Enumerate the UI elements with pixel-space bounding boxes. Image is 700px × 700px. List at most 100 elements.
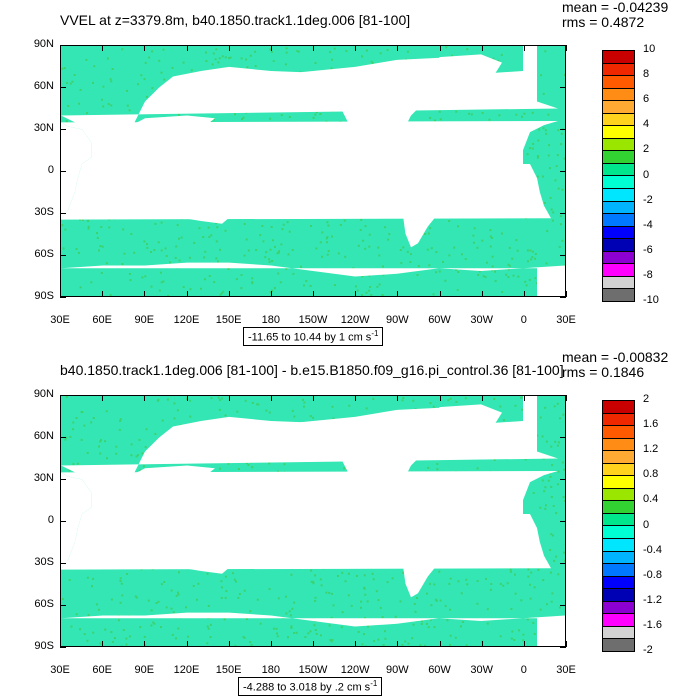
land-mask	[61, 122, 92, 220]
lon-tick	[144, 291, 146, 297]
colorbar-swatch	[602, 488, 635, 502]
lon-tick	[523, 45, 525, 51]
lon-tick	[355, 45, 357, 51]
land-mask	[285, 407, 481, 501]
lat-tick-label: 60S	[34, 598, 54, 610]
lon-tick	[439, 45, 441, 51]
colorbar-tick-label: -10	[643, 294, 659, 306]
colorbar-swatch	[602, 438, 635, 452]
colorbar-swatch	[602, 151, 635, 164]
colorbar	[602, 400, 635, 652]
panel-title: VVEL at z=3379.8m, b40.1850.track1.1deg.…	[60, 12, 411, 28]
lon-tick	[481, 291, 483, 297]
colorbar-swatch	[602, 201, 635, 215]
lon-tick-label: 150W	[298, 664, 328, 676]
lon-tick-label: 60W	[428, 314, 451, 326]
lon-tick	[60, 45, 61, 51]
lat-tick	[60, 395, 66, 396]
lat-tick-label: 90N	[33, 38, 54, 50]
colorbar-tick-label: -4	[643, 218, 653, 231]
lon-tick	[270, 395, 272, 401]
colorbar-swatch	[602, 589, 635, 602]
colorbar-swatch	[602, 76, 635, 89]
land-mask	[61, 262, 565, 296]
lon-tick-label: 30W	[470, 314, 493, 326]
lat-tick	[60, 437, 66, 438]
lon-tick-label: 30E	[556, 314, 576, 326]
colorbar-swatch	[602, 126, 635, 139]
colorbar-swatch	[602, 626, 635, 640]
colorbar-swatch	[602, 576, 635, 590]
lat-tick	[60, 87, 66, 88]
lon-tick	[270, 291, 272, 297]
lat-tick	[560, 563, 566, 564]
lon-tick	[228, 291, 230, 297]
colorbar-swatch	[602, 526, 635, 540]
lon-tick-label: 0	[520, 664, 527, 676]
lon-tick	[102, 45, 104, 51]
colorbar-swatch	[602, 463, 635, 477]
colorbar-tick-label: -0.4	[643, 543, 662, 556]
lon-tick	[566, 641, 567, 647]
lon-tick	[144, 45, 146, 51]
lon-tick	[270, 45, 272, 51]
colorbar-swatch	[602, 400, 635, 414]
map-plot	[60, 395, 566, 647]
lon-tick	[481, 45, 483, 51]
lat-tick	[560, 171, 566, 172]
lat-tick	[560, 297, 566, 298]
map-plot	[60, 45, 566, 297]
colorbar-tick-label: 4	[643, 118, 650, 131]
lat-tick-label: 60S	[34, 248, 54, 260]
land-mask	[394, 154, 460, 248]
lat-tick	[560, 213, 566, 214]
lon-tick	[566, 291, 567, 297]
lat-tick	[60, 171, 66, 172]
lat-tick-label: 90S	[34, 640, 54, 652]
range-unit-exponent: -1	[371, 329, 379, 338]
lon-tick-label: 30E	[50, 664, 70, 676]
lon-tick-label: 30E	[50, 314, 70, 326]
lon-tick	[60, 291, 61, 297]
lon-tick-label: 90W	[386, 314, 409, 326]
colorbar-swatch	[602, 189, 635, 202]
lon-tick-label: 150E	[215, 664, 242, 676]
lon-tick-label: 120E	[173, 314, 200, 326]
map-field	[61, 396, 565, 646]
lon-tick	[144, 641, 146, 647]
lon-tick-label: 30W	[470, 664, 493, 676]
lon-tick	[523, 291, 525, 297]
range-label: -11.65 to 10.44 by 1 cm s-1	[243, 327, 384, 346]
lon-tick	[144, 395, 146, 401]
lon-tick-label: 150E	[215, 314, 242, 326]
lon-tick	[397, 45, 399, 51]
lon-tick-label: 180	[261, 664, 280, 676]
land-mask	[61, 472, 92, 570]
colorbar-swatch	[602, 614, 635, 627]
colorbar-tick-label: -0.8	[643, 568, 662, 581]
lon-tick-label: 60E	[92, 314, 112, 326]
lon-tick	[439, 395, 441, 401]
lon-tick	[102, 395, 104, 401]
lon-tick	[270, 641, 272, 647]
lon-tick-label: 180	[261, 314, 280, 326]
lon-tick-label: 60W	[428, 664, 451, 676]
colorbar-tick-label: 2	[643, 143, 650, 156]
lat-tick	[60, 297, 66, 298]
lat-tick	[560, 395, 566, 396]
colorbar-tick-label: 2	[643, 393, 650, 405]
colorbar-swatch	[602, 63, 635, 77]
lat-tick	[560, 521, 566, 522]
lat-tick-label: 90N	[33, 388, 54, 400]
lat-tick	[560, 647, 566, 648]
map-field	[61, 46, 565, 296]
lon-tick	[313, 395, 314, 401]
lat-tick	[560, 437, 566, 438]
lon-tick	[186, 641, 188, 647]
lat-tick	[560, 129, 566, 130]
lat-tick-label: 0	[47, 164, 54, 176]
lon-tick	[397, 395, 399, 401]
rms-value: rms = 0.1846	[562, 364, 645, 380]
lon-tick	[355, 395, 357, 401]
range-text: -4.288 to 3.018 by .2 cm s	[243, 681, 371, 694]
